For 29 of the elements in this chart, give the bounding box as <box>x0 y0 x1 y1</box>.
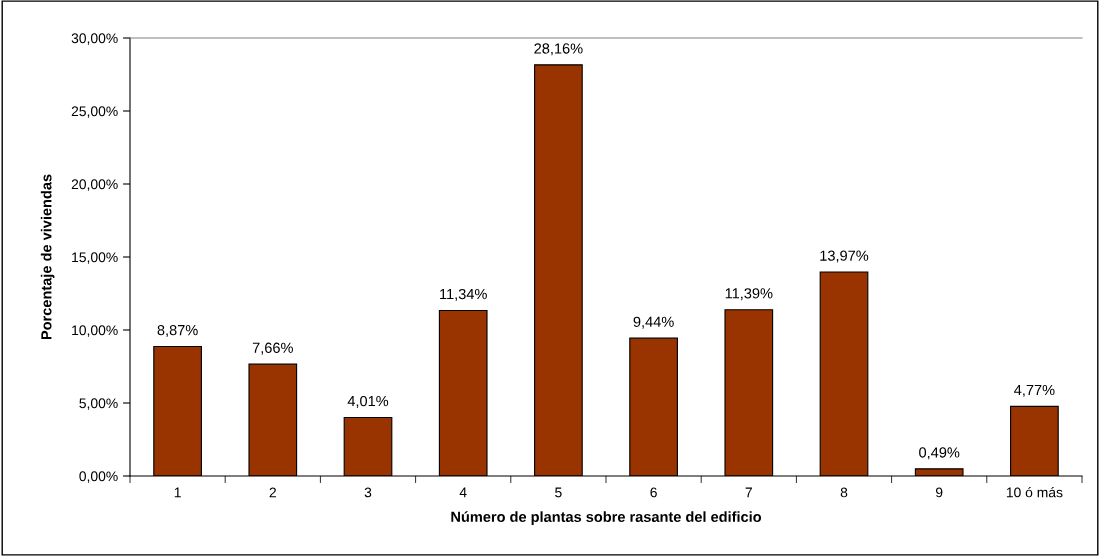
y-tick-label: 25,00% <box>71 106 118 118</box>
y-tick-label: 5,00% <box>79 398 118 410</box>
data-label: 7,66% <box>252 342 293 355</box>
x-tick-label: 6 <box>650 487 657 498</box>
data-label: 11,39% <box>725 288 773 301</box>
data-label: 9,44% <box>633 316 674 329</box>
x-tick-label: 10 ó más <box>1006 486 1063 498</box>
data-label: 4,01% <box>347 395 389 408</box>
x-tick-label: 8 <box>840 487 848 498</box>
data-label: 28,16% <box>534 43 583 56</box>
x-tick-label: 7 <box>745 487 752 498</box>
y-tick-label: 0,00% <box>79 471 118 483</box>
y-axis-title: Porcentaje de viviendas <box>40 174 55 340</box>
data-label: 4,77% <box>1014 384 1055 397</box>
data-label: 13,97% <box>820 250 869 263</box>
y-tick-label: 20,00% <box>71 179 118 191</box>
x-tick-label: 2 <box>269 487 276 498</box>
x-axis-title: Número de plantas sobre rasante del edificio <box>451 511 762 525</box>
data-label: 0,49% <box>919 447 960 460</box>
data-label: 8,87% <box>157 324 198 337</box>
x-tick-label: 3 <box>364 487 372 498</box>
data-label: 11,34% <box>440 288 487 301</box>
y-tick-label: 15,00% <box>72 252 118 264</box>
y-tick-label: 10,00% <box>72 325 118 337</box>
y-tick-label: 30,00% <box>71 33 118 45</box>
x-tick-label: 5 <box>555 487 562 498</box>
x-tick-label: 1 <box>174 487 181 498</box>
x-tick-label: 4 <box>459 487 467 498</box>
x-tick-label: 9 <box>935 487 943 498</box>
